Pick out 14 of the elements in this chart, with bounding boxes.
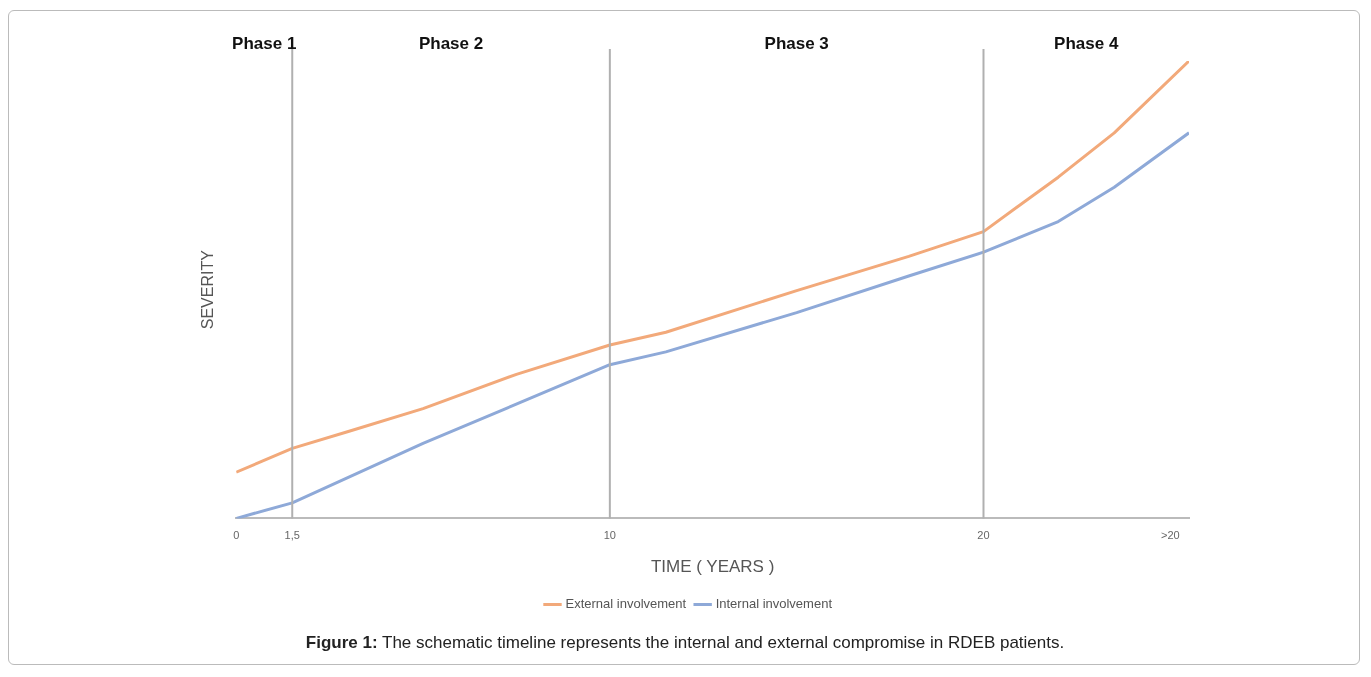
- text: Phase 1: [232, 33, 297, 53]
- x-tick-label: 1,5: [284, 529, 300, 542]
- legend-label: External involvement: [565, 596, 687, 612]
- caption: Figure 1: The schematic timeline represents the internal and external compromise in RDEB patients.: [304, 633, 1066, 653]
- x-tick-label: >20: [1160, 529, 1180, 542]
- y-axis-title: SEVERITY: [199, 249, 217, 330]
- x-tick-label: 0: [233, 529, 240, 542]
- x-tick-label: 10: [603, 529, 616, 542]
- x-axis-title: TIME ( YEARS ): [650, 557, 775, 577]
- text: Phase 2: [418, 33, 484, 53]
- text: Phase 3: [764, 33, 829, 53]
- text: Phase 4: [1054, 33, 1119, 53]
- x-tick-label: 20: [977, 529, 990, 542]
- legend-label: Internal involvement: [715, 596, 833, 612]
